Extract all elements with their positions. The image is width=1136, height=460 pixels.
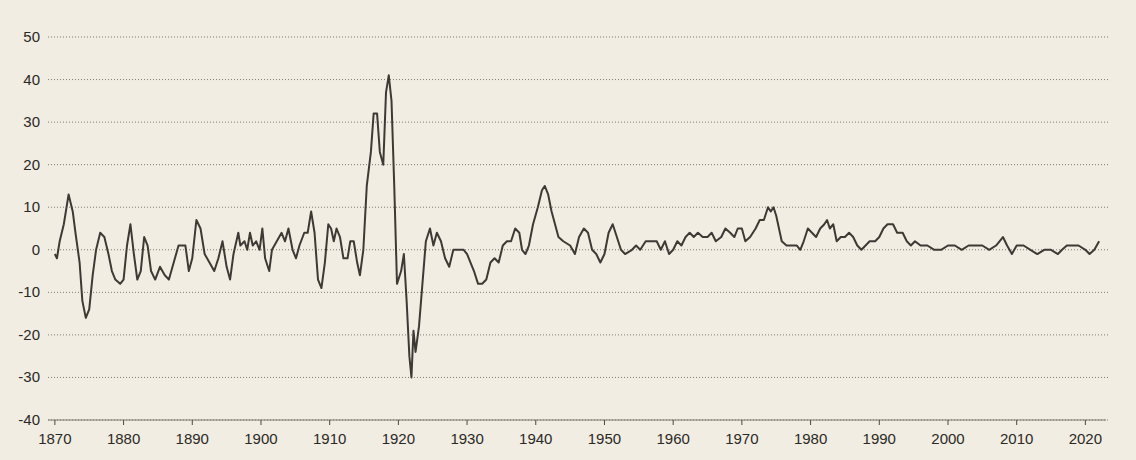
x-tick-label: 1910	[313, 430, 346, 447]
x-tick-label: 2020	[1069, 430, 1102, 447]
grid-line	[48, 37, 1110, 38]
x-tick-label: 1990	[863, 430, 896, 447]
y-tick-label: -20	[18, 326, 40, 343]
x-tick	[1085, 420, 1086, 425]
x-tick-label: 1930	[450, 430, 483, 447]
x-tick	[54, 420, 55, 425]
x-tick	[673, 420, 674, 425]
y-tick-label: -10	[18, 283, 40, 300]
x-tick-label: 1950	[588, 430, 621, 447]
y-tick-label: 50	[23, 28, 40, 45]
x-tick-label: 1940	[519, 430, 552, 447]
x-tick-label: 1870	[38, 430, 71, 447]
x-tick	[329, 420, 330, 425]
x-tick	[810, 420, 811, 425]
x-tick-label: 1980	[794, 430, 827, 447]
grid-line	[48, 207, 1110, 208]
y-tick-label: 30	[23, 113, 40, 130]
grid-line	[48, 164, 1110, 165]
x-tick	[467, 420, 468, 425]
x-tick-label: 2000	[931, 430, 964, 447]
grid-line	[48, 334, 1110, 335]
x-tick	[398, 420, 399, 425]
y-tick-label: -30	[18, 368, 40, 385]
grid-line	[48, 292, 1110, 293]
x-tick	[879, 420, 880, 425]
y-tick-label: -40	[18, 411, 40, 428]
x-tick-label: 1900	[244, 430, 277, 447]
x-tick	[947, 420, 948, 425]
x-tick-label: 1920	[382, 430, 415, 447]
x-tick-label: 2010	[1000, 430, 1033, 447]
plot-area	[55, 75, 1099, 377]
grid-line	[48, 79, 1110, 80]
y-tick-label: 0	[32, 241, 40, 258]
x-tick-label: 1970	[725, 430, 758, 447]
grid-line	[48, 249, 1110, 250]
x-tick-label: 1960	[656, 430, 689, 447]
x-tick	[604, 420, 605, 425]
data-line	[55, 75, 1099, 377]
background	[0, 0, 1136, 460]
y-tick-label: 10	[23, 198, 40, 215]
x-tick-label: 1890	[176, 430, 209, 447]
x-tick	[741, 420, 742, 425]
y-tick-label: 40	[23, 71, 40, 88]
x-tick	[192, 420, 193, 425]
grid-line	[48, 122, 1110, 123]
x-tick	[260, 420, 261, 425]
x-axis-line	[48, 420, 1106, 421]
x-tick	[535, 420, 536, 425]
x-tick	[123, 420, 124, 425]
chart: -40 -30 -20 -10 0 10 20 30 40 50 1870 1880 1890 1900 1…	[0, 0, 1136, 460]
x-tick	[1016, 420, 1017, 425]
y-tick-label: 20	[23, 156, 40, 173]
x-tick-label: 1880	[107, 430, 140, 447]
grid-line	[48, 377, 1110, 378]
grid-line	[48, 420, 1110, 421]
